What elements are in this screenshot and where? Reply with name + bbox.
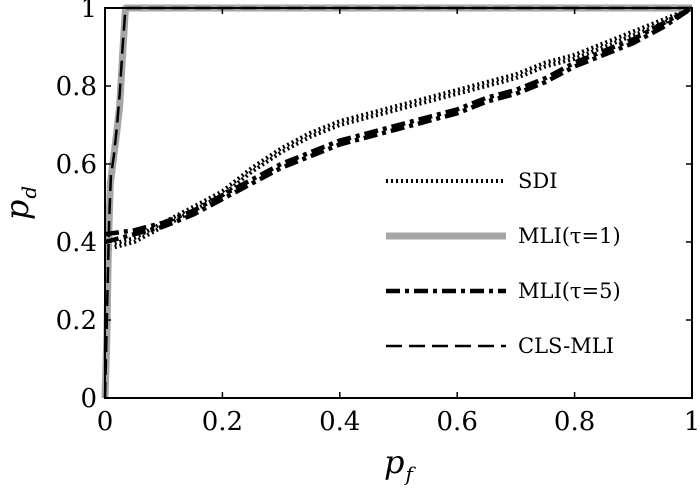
y-axis-label-subscript: d — [17, 186, 41, 199]
y-tick-label: 0.6 — [56, 150, 97, 180]
x-tick-label: 0.4 — [319, 407, 360, 437]
x-axis-label-subscript: f — [404, 462, 417, 486]
x-tick-label: 0.8 — [554, 407, 595, 437]
y-tick-label: 0.4 — [56, 228, 97, 258]
y-tick-label: 0.2 — [56, 306, 97, 336]
legend-label: MLI(τ=1) — [518, 224, 621, 248]
legend-label: CLS-MLI — [518, 334, 614, 358]
series-line-mli-5-2 — [104, 6, 694, 245]
legend: SDI MLI(τ=1) MLI(τ=5) CLS-MLI — [386, 169, 621, 358]
legend-label: MLI(τ=5) — [518, 279, 621, 303]
series-line-mli-5-1 — [104, 6, 694, 237]
legend-label: SDI — [518, 169, 558, 193]
y-axis-label: pd — [0, 186, 41, 220]
x-axis-label: pf — [384, 443, 416, 486]
plot-frame — [104, 7, 693, 399]
y-tick-label: 1 — [80, 0, 97, 24]
y-tick-label: 0 — [80, 384, 97, 414]
series-line-cls-mli-1 — [103, 6, 692, 399]
x-tick-label: 0 — [97, 407, 114, 437]
x-tick-label: 0.6 — [437, 407, 478, 437]
x-tick-label: 1 — [684, 407, 700, 437]
x-tick-label: 0.2 — [202, 407, 243, 437]
y-tick-label: 0.8 — [56, 72, 97, 102]
